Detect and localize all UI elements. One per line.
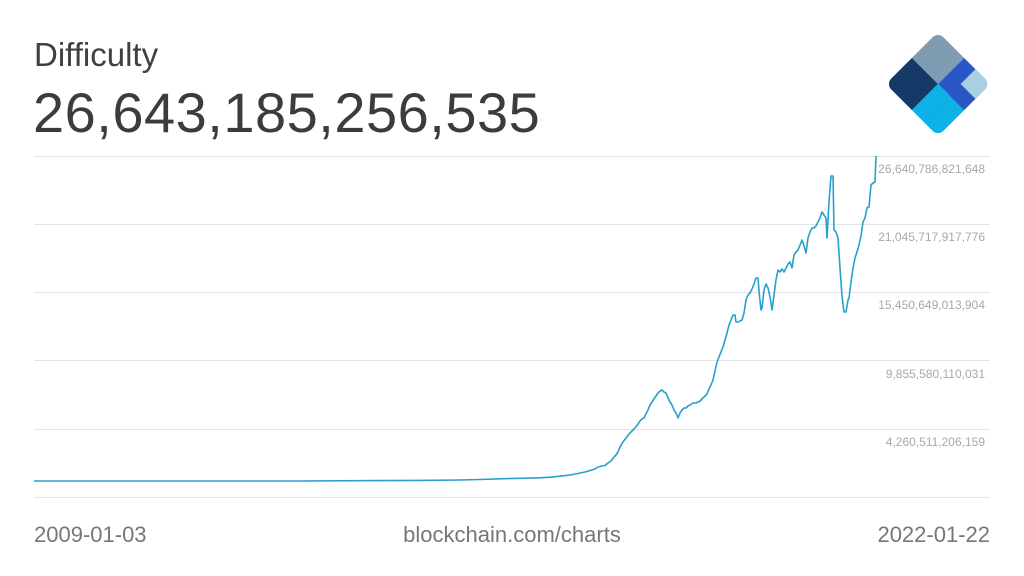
y-axis-label-2: 21,045,717,917,776 bbox=[878, 230, 985, 244]
current-value: 26,643,185,256,535 bbox=[33, 81, 541, 144]
difficulty-line bbox=[34, 155, 877, 482]
blockchain-logo-icon bbox=[885, 31, 991, 137]
chart-title: Difficulty bbox=[34, 36, 159, 73]
source-link[interactable]: blockchain.com/charts bbox=[403, 522, 621, 547]
start-date: 2009-01-03 bbox=[34, 522, 147, 547]
end-date: 2022-01-22 bbox=[877, 522, 990, 547]
gridlines bbox=[34, 156, 990, 498]
y-axis-label-1: 26,640,786,821,648 bbox=[878, 162, 985, 176]
y-axis-label-5: 4,260,511,206,159 bbox=[885, 435, 985, 449]
y-axis-label-4: 9,855,580,110,031 bbox=[885, 367, 985, 381]
y-axis-label-3: 15,450,649,013,904 bbox=[878, 298, 985, 312]
